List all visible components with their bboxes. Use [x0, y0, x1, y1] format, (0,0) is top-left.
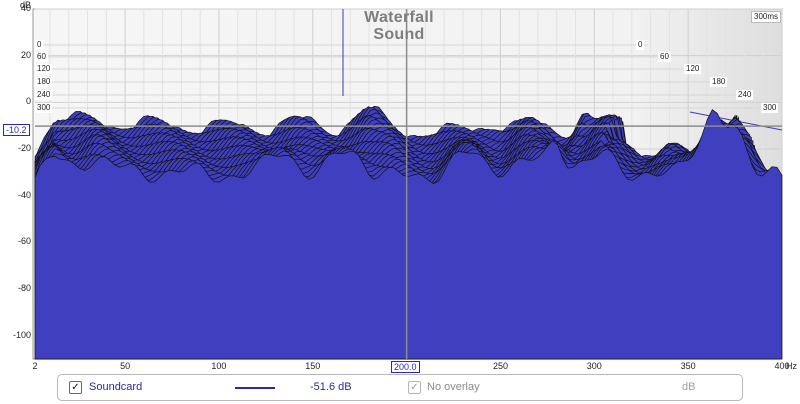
depth-label-left: 240: [35, 90, 53, 100]
x-tick-label: 2: [32, 361, 38, 371]
x-tick-label: 400: [774, 361, 790, 371]
y-tick-label: -80: [17, 283, 31, 293]
y-tick-label: -20: [17, 143, 31, 153]
trace-color-swatch[interactable]: [235, 387, 275, 389]
depth-label-left: 120: [35, 64, 53, 74]
y-tick-label: 0: [25, 96, 31, 107]
trace-value: -51.6 dB: [310, 381, 352, 393]
window-time-label: 300ms: [751, 11, 782, 23]
x-tick-label: 250: [492, 361, 508, 371]
depth-label-right: 0: [636, 40, 645, 50]
depth-label-right: 60: [658, 52, 671, 62]
overlay-checkbox[interactable]: ✓: [408, 381, 421, 394]
depth-label-right: 180: [710, 77, 728, 87]
overlay-label[interactable]: No overlay: [427, 381, 480, 393]
legend-bar: ✓ Soundcard -51.6 dB ✓ No overlay dB: [57, 374, 743, 401]
x-tick-label: 100: [211, 361, 227, 371]
waterfall-slices: [34, 105, 783, 360]
x-tick-label: 150: [305, 361, 321, 371]
depth-label-right: 240: [736, 90, 754, 100]
y-tick-label: -60: [17, 236, 31, 247]
waterfall-slice: [34, 109, 783, 360]
graph-title: Waterfall: [364, 9, 434, 26]
overlay-unit: dB: [682, 381, 696, 393]
depth-label-left: 300: [35, 103, 53, 113]
y-tick-label: 40: [20, 3, 31, 13]
x-tick-label: 300: [586, 361, 602, 371]
y-tick-label: -40: [17, 189, 31, 200]
cursor-lines[interactable]: [35, 9, 782, 359]
x-tick-label: 50: [120, 361, 131, 371]
y-axis-unit: dB: [20, 0, 32, 10]
graph-subtitle: Sound: [373, 26, 425, 43]
depth-label-right: 300: [761, 103, 779, 113]
x-axis-unit: Hz: [786, 361, 797, 371]
cursor-y-readout[interactable]: -10.2: [3, 124, 30, 136]
y-tick-label: 20: [20, 49, 31, 60]
trace-checkbox[interactable]: ✓: [69, 381, 82, 394]
cursor-x-readout[interactable]: 200.0: [391, 361, 420, 373]
depth-perspective-lines: [35, 44, 783, 131]
y-tick-label: -100: [12, 329, 31, 340]
depth-label-right: 120: [684, 64, 702, 74]
depth-label-left: 0: [35, 40, 44, 50]
depth-label-left: 60: [35, 52, 48, 62]
depth-label-left: 180: [35, 77, 53, 87]
x-tick-label: 350: [680, 361, 696, 371]
trace-name[interactable]: Soundcard: [89, 381, 143, 393]
